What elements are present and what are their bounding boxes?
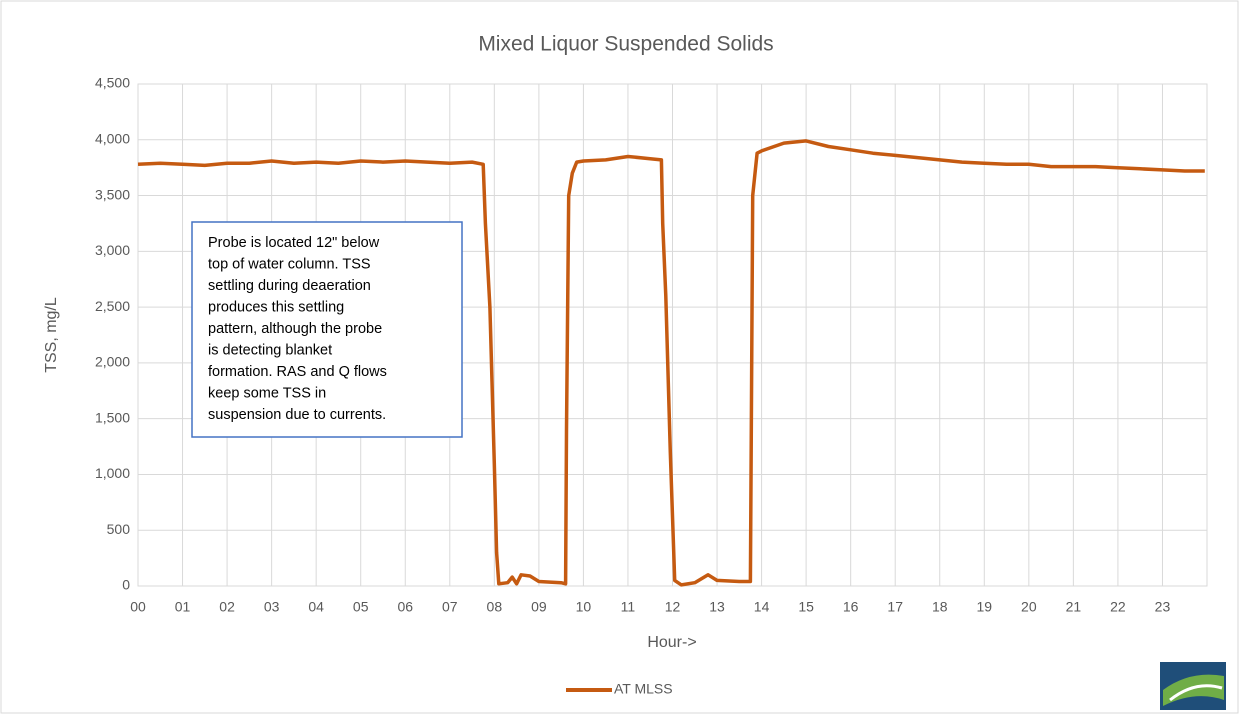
chart-title: Mixed Liquor Suspended Solids (478, 33, 773, 56)
x-tick-label: 06 (397, 599, 413, 615)
x-tick-label: 22 (1110, 599, 1126, 615)
x-tick-label: 09 (531, 599, 547, 615)
x-tick-label: 00 (130, 599, 146, 615)
x-tick-label: 02 (219, 599, 235, 615)
y-tick-label: 0 (122, 577, 130, 593)
x-tick-label: 23 (1155, 599, 1171, 615)
annotation-text: suspension due to currents. (208, 407, 386, 423)
annotation-box (191, 221, 463, 438)
data-line (137, 139, 1205, 587)
x-tick-label: 18 (932, 599, 948, 615)
x-tick-label: 01 (175, 599, 191, 615)
x-tick-label: 14 (754, 599, 770, 615)
y-tick-label: 4,000 (95, 130, 130, 146)
x-tick-label: 10 (576, 599, 592, 615)
y-tick-label: 2,000 (95, 354, 130, 370)
y-tick-label: 4,500 (95, 75, 130, 91)
y-tick-label: 1,500 (95, 409, 130, 425)
annotation-text: produces this settling (208, 300, 344, 316)
x-tick-label: 17 (887, 599, 903, 615)
x-tick-label: 03 (264, 599, 280, 615)
x-tick-label: 15 (798, 599, 814, 615)
x-tick-label: 05 (353, 599, 369, 615)
annotation-text: is detecting blanket (208, 343, 332, 359)
y-tick-label: 500 (107, 521, 131, 537)
x-tick-label: 04 (308, 599, 324, 615)
x-tick-label: 12 (665, 599, 681, 615)
y-tick-label: 3,500 (95, 186, 130, 202)
y-tick-label: 2,500 (95, 298, 130, 314)
annotation-text: Probe is located 12" below (208, 235, 380, 251)
logo (1160, 662, 1226, 710)
legend-label: AT MLSS (614, 681, 673, 697)
x-tick-label: 21 (1066, 599, 1082, 615)
x-tick-label: 16 (843, 599, 859, 615)
x-tick-label: 19 (977, 599, 993, 615)
x-axis-label: Hour-> (647, 634, 696, 651)
y-tick-label: 3,000 (95, 242, 130, 258)
annotation-text: formation. RAS and Q flows (208, 364, 387, 380)
annotation-text: pattern, although the probe (208, 321, 382, 337)
annotation-text: top of water column. TSS (208, 257, 371, 273)
x-tick-label: 13 (709, 599, 725, 615)
y-tick-label: 1,000 (95, 465, 130, 481)
x-tick-label: 11 (621, 599, 636, 615)
annotation-text: keep some TSS in (208, 386, 326, 402)
annotation-text: settling during deaeration (208, 278, 371, 294)
y-axis-label: TSS, mg/L (43, 297, 60, 373)
x-tick-label: 08 (487, 599, 503, 615)
x-tick-label: 07 (442, 599, 458, 615)
x-tick-label: 20 (1021, 599, 1037, 615)
